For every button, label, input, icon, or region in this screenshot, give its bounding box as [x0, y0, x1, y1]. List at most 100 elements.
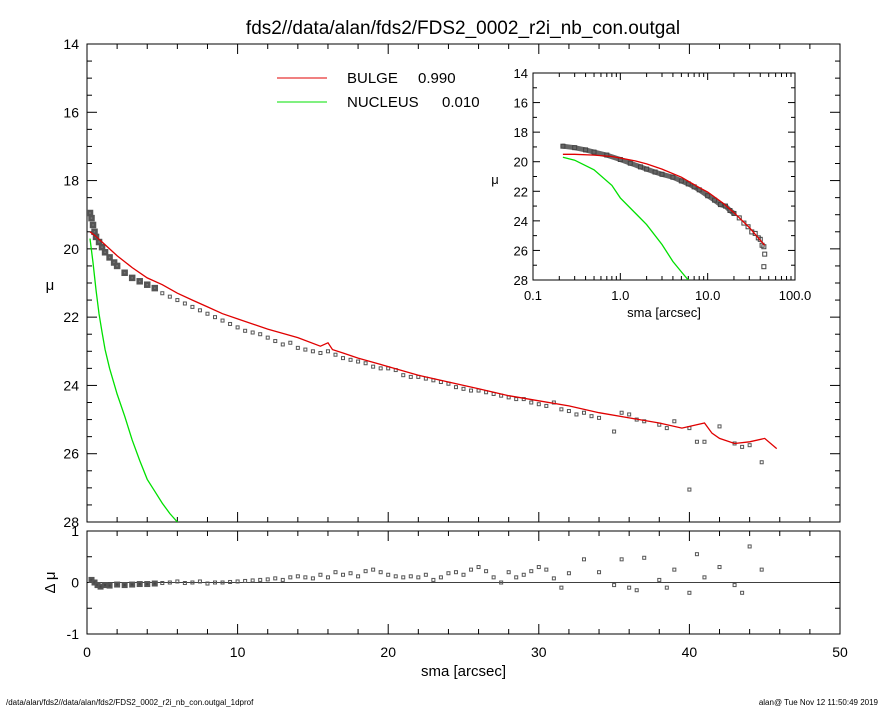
residual-point — [129, 581, 136, 588]
residual-point — [356, 574, 361, 579]
data-point — [333, 352, 338, 357]
inset-y-tick-label: 24 — [514, 214, 528, 229]
data-point — [759, 460, 764, 465]
residual-point — [333, 570, 338, 575]
x-axis-label: sma [arcsec] — [421, 663, 506, 680]
data-point — [469, 388, 474, 393]
data-point — [265, 335, 270, 340]
x-tick-label: 50 — [832, 644, 848, 660]
residual-point — [657, 577, 662, 582]
inset-data-point — [736, 215, 742, 221]
residual-point — [175, 579, 180, 584]
residual-point — [438, 575, 443, 580]
inset-data-point — [745, 224, 751, 230]
x-tick-label: 40 — [682, 644, 698, 660]
y-tick-label: 14 — [63, 36, 79, 52]
inset-data-point — [670, 174, 676, 180]
data-point — [566, 409, 571, 414]
residual-point — [702, 575, 707, 580]
data-point — [341, 356, 346, 361]
residual-point — [250, 578, 255, 583]
data-point — [619, 410, 624, 415]
main-panel: 14 16 18 20 22 24 26 28 μ — [46, 36, 841, 530]
inset-data-point — [644, 166, 650, 172]
residual-point — [213, 580, 218, 585]
legend-label-nucleus: NUCLEUS — [347, 94, 419, 111]
residual-point — [717, 565, 722, 570]
inset-data — [560, 143, 768, 280]
inset-x-tick-label: 100.0 — [779, 288, 812, 303]
residual-point — [694, 552, 699, 557]
inset-nucleus-line — [562, 156, 690, 280]
residual-point — [295, 574, 300, 579]
residual-point — [235, 579, 240, 584]
residual-point — [197, 579, 202, 584]
residual-point — [378, 570, 383, 575]
inset-x-tick-label: 10.0 — [695, 288, 720, 303]
data-point — [740, 444, 745, 449]
data-point — [461, 386, 466, 391]
data-point — [574, 412, 579, 417]
inset-y-tick-label: 28 — [514, 273, 528, 288]
data-point — [88, 214, 95, 222]
residual-point — [469, 567, 474, 572]
residual-point — [566, 571, 571, 576]
residual-point — [102, 582, 109, 589]
residual-point — [371, 567, 376, 572]
residual-point — [431, 577, 436, 582]
y-tick-label: 22 — [63, 309, 79, 325]
residual-point — [243, 578, 248, 583]
data-point — [363, 361, 368, 366]
data-point — [295, 345, 300, 350]
main-data-points — [87, 209, 764, 492]
residual-point — [136, 581, 143, 588]
data-point — [128, 274, 136, 282]
data-point — [288, 340, 293, 345]
data-point — [280, 342, 285, 347]
data-point — [694, 439, 699, 444]
legend: BULGE 0.990 NUCLEUS 0.010 — [277, 70, 480, 111]
data-point — [310, 349, 315, 354]
residual-point — [672, 567, 677, 572]
residual-point — [747, 544, 752, 549]
residual-point — [151, 580, 158, 587]
x-tick-label: 20 — [380, 644, 396, 660]
residual-point — [551, 576, 556, 581]
residual-point — [521, 572, 526, 577]
data-point — [702, 439, 707, 444]
residual-point — [114, 581, 121, 588]
residual-point — [325, 575, 330, 580]
data-point — [250, 330, 255, 335]
residual-point — [581, 557, 586, 562]
residual-point — [205, 581, 210, 586]
data-point — [664, 426, 669, 431]
residual-point — [642, 555, 647, 560]
resid-y-tick-label: -1 — [67, 626, 80, 642]
inset-data-point — [741, 220, 747, 226]
residual-point — [597, 570, 602, 575]
data-point — [136, 278, 143, 285]
data-point — [401, 373, 406, 378]
data-point — [717, 424, 722, 429]
inset-y-tick-label: 16 — [514, 96, 528, 111]
data-point — [747, 443, 752, 448]
data-point — [318, 350, 323, 355]
inset-outlier-point — [761, 264, 767, 270]
inset-data-point — [652, 169, 658, 175]
data-point — [589, 414, 594, 419]
residual-point — [544, 567, 549, 572]
data-point — [197, 308, 202, 313]
inset-data-point — [637, 164, 643, 170]
inset-data-point — [717, 202, 723, 208]
residual-point — [536, 565, 541, 570]
legend-value-nucleus: 0.010 — [442, 94, 480, 111]
inset-y-axis-label: μ — [491, 172, 499, 187]
inset-data-point — [583, 147, 589, 153]
residual-point — [97, 583, 104, 590]
residual-point — [167, 580, 172, 585]
data-point — [213, 315, 218, 320]
data-point — [536, 402, 541, 407]
residual-point — [106, 582, 113, 589]
data-point — [597, 415, 602, 420]
